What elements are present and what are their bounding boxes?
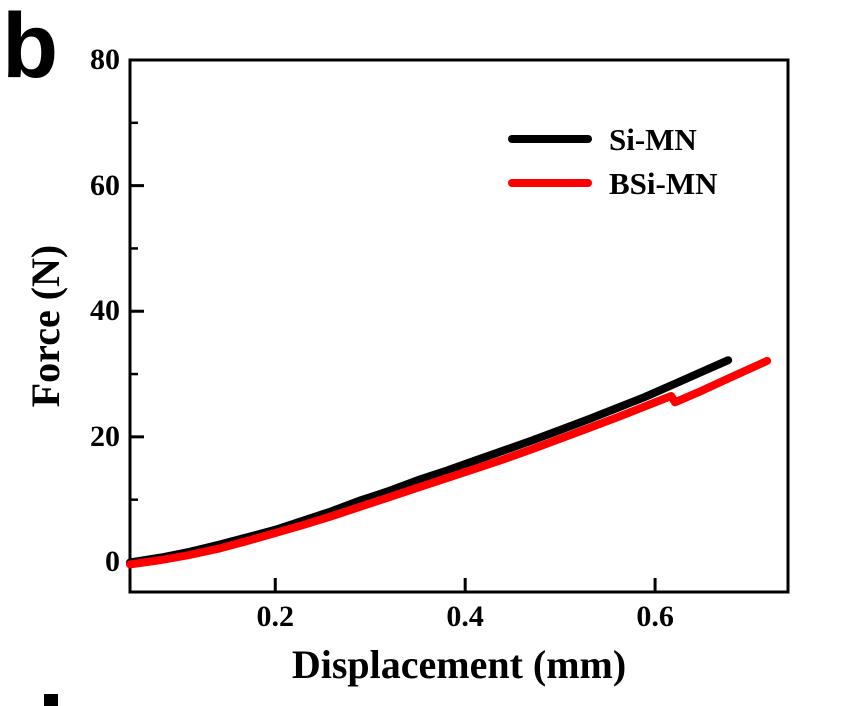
y-tick-label-60: 60 <box>90 168 120 202</box>
x-axis-title: Displacement (mm) <box>291 642 627 687</box>
legend-line-swatch-si-mn <box>508 135 592 143</box>
legend-label-si-mn: Si-MN <box>609 121 697 157</box>
series-curve-si-mn <box>126 356 733 567</box>
legend-entry-si-mn: Si-MN <box>508 117 718 161</box>
plot-frame <box>128 58 790 594</box>
series-curve-bsi-mn <box>126 356 772 569</box>
y-tick-label-20: 20 <box>90 419 120 453</box>
y-tick-label-80: 80 <box>90 43 120 76</box>
legend-entry-bsi-mn: BSi-MN <box>508 161 718 205</box>
next-panel-label-fragment <box>44 694 58 706</box>
legend: Si-MN BSi-MN <box>508 117 718 205</box>
x-tick-label-0.2: 0.2 <box>256 600 295 633</box>
y-tick-label-40: 40 <box>90 294 120 328</box>
legend-line-swatch-bsi-mn <box>508 179 592 187</box>
panel-label: b <box>2 0 59 97</box>
legend-label-bsi-mn: BSi-MN <box>609 165 718 201</box>
x-tick-label-0.4: 0.4 <box>446 600 484 633</box>
x-tick-label-0.6: 0.6 <box>636 600 674 633</box>
y-tick-label-0: 0 <box>105 545 120 579</box>
y-axis-title: Force (N) <box>23 244 68 408</box>
